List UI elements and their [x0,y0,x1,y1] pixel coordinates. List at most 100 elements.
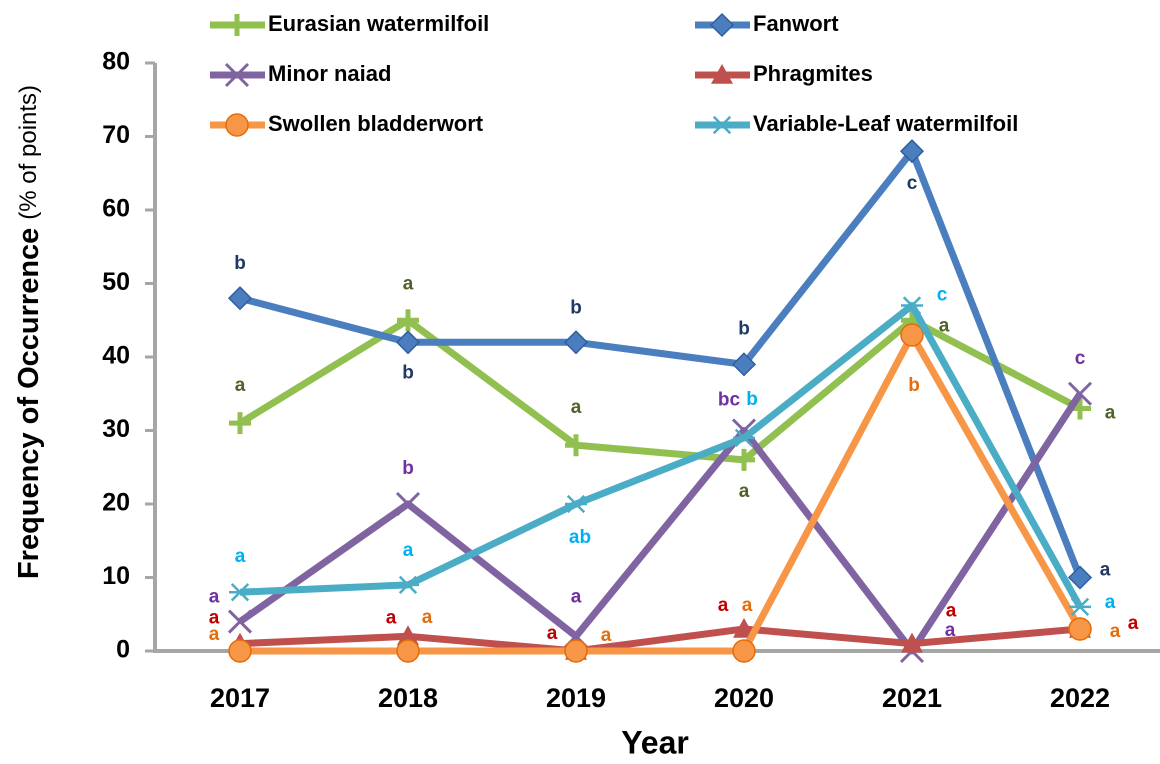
data-point [899,139,925,164]
y-tick-label: 10 [102,562,130,590]
data-point [395,491,421,517]
legend-label: Swollen bladderwort [268,111,484,136]
significance-letter: a [739,481,750,502]
y-tick-label: 40 [102,342,130,370]
significance-letter: a [386,607,397,628]
marker-shape [226,14,248,36]
y-axis-title-units: (% of points) [15,85,42,220]
data-point [901,632,923,653]
legend-marker [711,115,733,135]
marker-shape [565,494,587,514]
data-point [227,286,253,311]
marker-shape [711,115,733,135]
legend-item: Fanwort [695,11,839,38]
significance-letter: a [403,273,414,294]
significance-letter: c [1075,348,1086,369]
marker-shape [397,575,419,594]
data-point [395,330,421,355]
marker-shape [225,113,249,137]
significance-letter: b [402,362,414,383]
marker-shape [227,286,253,311]
data-point [1069,597,1091,617]
significance-letter: a [209,587,220,608]
legend-marker [224,62,250,88]
legend-item: Eurasian watermilfoil [210,11,489,36]
significance-letter: a [422,607,433,628]
marker-shape [732,639,756,663]
legend-marker [711,64,733,84]
y-tick-label: 60 [102,195,130,223]
marker-shape [709,12,735,38]
data-point [565,434,587,457]
significance-letter: a [939,315,950,336]
significance-letter: a [235,546,246,567]
data-point [397,575,419,594]
marker-shape [1068,617,1092,641]
legend-item: Variable-Leaf watermilfoil [695,111,1018,136]
y-tick-label: 0 [116,636,130,664]
marker-shape [1067,565,1093,590]
data-point [1067,381,1093,406]
legend-label: Eurasian watermilfoil [268,11,489,36]
data-point [1067,565,1093,590]
marker-shape [397,309,419,332]
legend-label: Phragmites [753,61,873,86]
significance-letter: b [738,318,750,339]
data-point [397,625,419,646]
marker-shape [900,323,924,347]
data-point [901,296,923,315]
significance-letter: b [908,375,920,396]
significance-letter: b [746,389,758,410]
series-line [237,391,1083,655]
legend-item: Swollen bladderwort [210,111,484,137]
marker-shape [731,352,757,377]
significance-letter: a [209,624,220,645]
series-line [239,625,1081,655]
significance-letter: b [570,297,582,318]
significance-letter: c [937,285,948,306]
significance-letter: a [547,623,558,644]
legend-marker [226,14,248,36]
x-tick-label: 2021 [882,683,942,713]
x-tick-label: 2017 [210,683,270,713]
marker-shape [229,583,251,602]
data-point [732,639,756,663]
series-line [239,302,1084,609]
data-point [229,583,251,602]
marker-shape [395,330,421,355]
legend-label: Minor naiad [268,61,391,86]
data-point [1068,617,1092,641]
y-axis-title: Frequency of Occurrence (% of points) [13,85,45,579]
legend-item: Phragmites [695,61,873,86]
x-tick-label: 2022 [1050,683,1110,713]
x-tick-label: 2020 [714,683,774,713]
significance-letter: a [403,540,414,561]
significance-letter: bc [718,390,741,411]
data-point [397,309,419,332]
significance-letter: ab [569,527,591,548]
data-point [563,330,589,355]
data-point [733,448,755,471]
y-axis-title-main: Frequency of Occurrence [13,228,45,579]
legend-label: Fanwort [753,11,839,36]
series-line [240,331,1084,655]
marker-shape [228,639,252,663]
legend-marker [709,12,735,38]
significance-letter: a [1110,621,1121,642]
legend-item: Minor naiad [210,61,391,88]
significance-letter: a [235,375,246,396]
significance-letter: a [571,397,582,418]
x-axis-title: Year [621,724,689,760]
legend-label: Variable-Leaf watermilfoil [753,111,1018,136]
marker-shape [564,639,588,663]
significance-letter: b [234,253,246,274]
marker-shape [397,625,419,646]
significance-letter: a [1128,613,1139,634]
x-tick-label: 2018 [378,683,438,713]
marker-shape [565,434,587,457]
data-point [227,609,253,634]
y-tick-label: 50 [102,268,130,296]
data-point [733,428,755,447]
data-point [900,323,924,347]
